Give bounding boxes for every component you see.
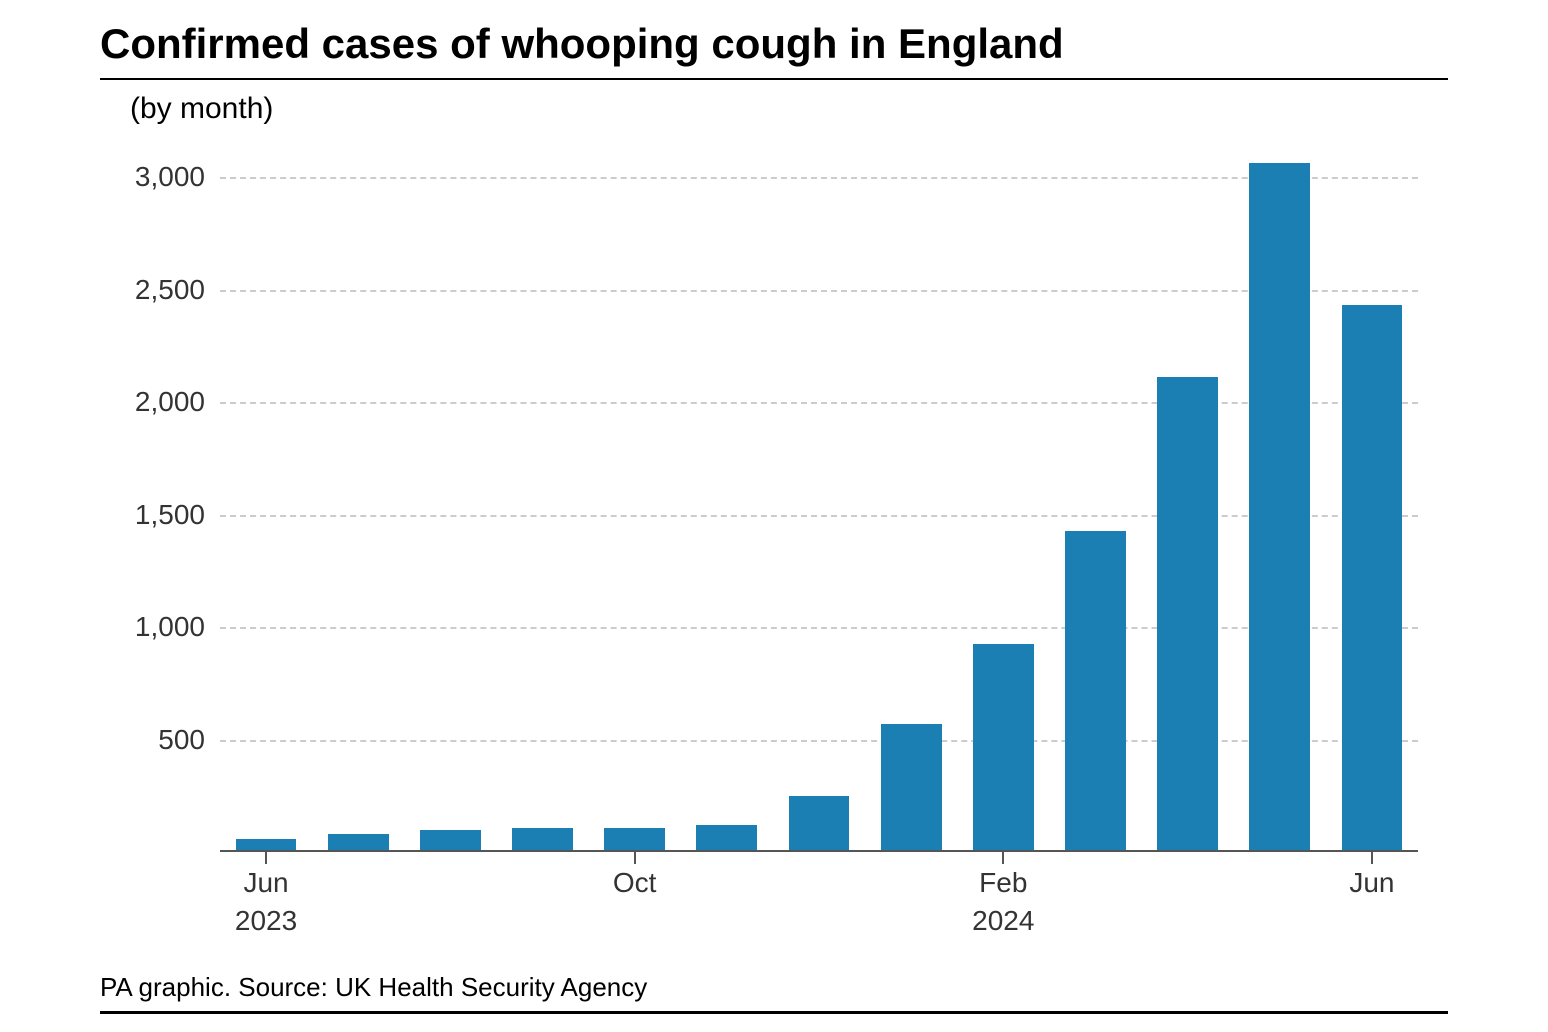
x-tick-label: Jun (1349, 850, 1394, 902)
bar (328, 834, 389, 850)
bar (696, 825, 757, 850)
y-tick-label: 2,000 (135, 386, 205, 418)
chart-subtitle: (by month) (130, 92, 1448, 126)
x-tick-label: Feb2024 (972, 850, 1034, 940)
bar (881, 724, 942, 850)
bar (1065, 531, 1126, 850)
bar-slot (404, 132, 496, 850)
chart-title: Confirmed cases of whooping cough in Eng… (100, 20, 1448, 80)
chart-source: PA graphic. Source: UK Health Security A… (100, 972, 1448, 1014)
x-tick-label: Jun2023 (235, 850, 297, 940)
bars-group: Jun2023OctFeb2024Jun (220, 132, 1418, 852)
bar-slot (1326, 132, 1418, 850)
plot-area: 5001,0001,5002,0002,5003,000 Jun2023OctF… (220, 132, 1418, 852)
bar-slot (496, 132, 588, 850)
bar-slot (773, 132, 865, 850)
bar-slot (1234, 132, 1326, 850)
bar-slot (589, 132, 681, 850)
bar (236, 839, 297, 850)
bar-slot (957, 132, 1049, 850)
bar-slot (865, 132, 957, 850)
bar (1342, 305, 1403, 850)
bar-slot (1049, 132, 1141, 850)
bar-slot (1142, 132, 1234, 850)
bar-slot (312, 132, 404, 850)
y-tick-label: 1,000 (135, 611, 205, 643)
bar (973, 644, 1034, 850)
bar-slot (220, 132, 312, 850)
y-tick-label: 3,000 (135, 161, 205, 193)
bar (1157, 377, 1218, 850)
x-tick-label: Oct (613, 850, 657, 902)
y-tick-label: 2,500 (135, 274, 205, 306)
chart-container: Confirmed cases of whooping cough in Eng… (100, 20, 1448, 1012)
bar (604, 828, 665, 850)
bar (1249, 163, 1310, 850)
y-tick-label: 1,500 (135, 499, 205, 531)
bar-slot (681, 132, 773, 850)
bar (420, 830, 481, 850)
bar (512, 828, 573, 850)
y-tick-label: 500 (158, 724, 205, 756)
bar (789, 796, 850, 850)
